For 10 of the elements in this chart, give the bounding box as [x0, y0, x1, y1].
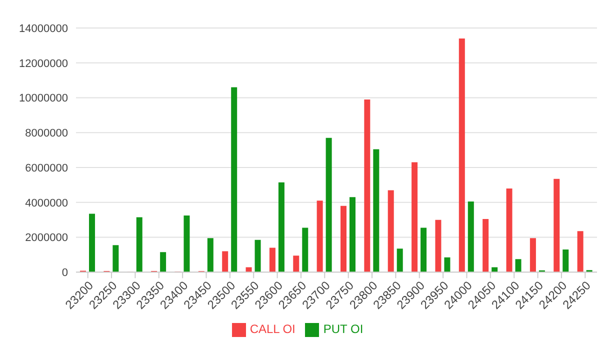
y-tick-label: 6000000 — [25, 162, 68, 174]
y-tick-label: 4000000 — [25, 197, 68, 210]
y-tick-label: 8000000 — [25, 128, 68, 140]
y-tick-label: 2000000 — [25, 232, 68, 244]
y-tick-label: 14000000 — [19, 22, 68, 35]
y-tick-label: 0 — [62, 267, 68, 280]
legend-label: PUT OI — [323, 322, 364, 336]
legend-label: CALL OI — [250, 322, 296, 336]
y-tick-label: 12000000 — [19, 58, 68, 70]
y-tick-label: 10000000 — [19, 92, 68, 105]
